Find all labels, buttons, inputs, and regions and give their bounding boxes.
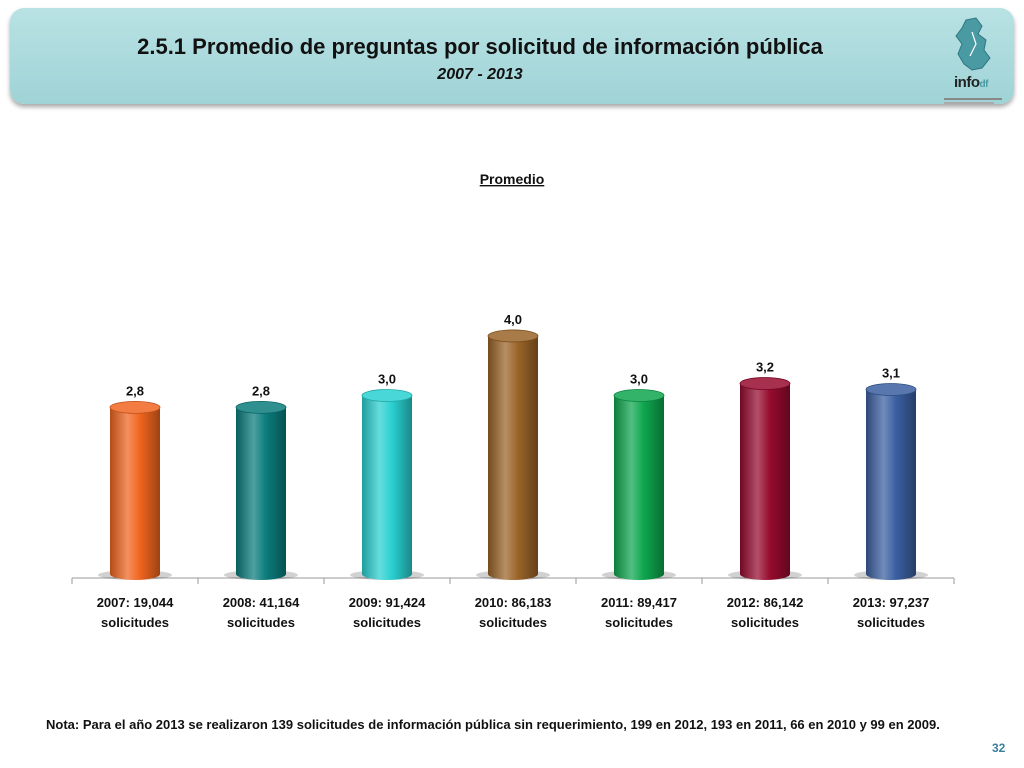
data-label: 2,8 bbox=[252, 383, 270, 398]
x-tick-label: solicitudes bbox=[479, 615, 547, 630]
bar bbox=[740, 384, 790, 580]
data-label: 3,0 bbox=[630, 371, 648, 386]
bar-cap bbox=[362, 389, 412, 401]
x-tick-label: 2011: 89,417 bbox=[601, 595, 677, 610]
footnote: Nota: Para el año 2013 se realizaron 139… bbox=[46, 715, 966, 735]
x-tick-label: 2007: 19,044 bbox=[97, 595, 174, 610]
bar-cap bbox=[236, 401, 286, 413]
bar bbox=[866, 390, 916, 580]
bar bbox=[362, 395, 412, 580]
page-number: 32 bbox=[992, 741, 1005, 755]
bar-chart: Promedio 2,8 2007: 19,044 solicitudes 2,8 20… bbox=[0, 0, 1024, 768]
bar-cap bbox=[614, 389, 664, 401]
bar bbox=[614, 395, 664, 580]
x-tick-label: solicitudes bbox=[227, 615, 295, 630]
chart-title: Promedio bbox=[480, 171, 545, 187]
x-tick-label: solicitudes bbox=[101, 615, 169, 630]
data-label: 2,8 bbox=[126, 383, 144, 398]
bar bbox=[110, 407, 160, 580]
bar-cap bbox=[740, 378, 790, 390]
data-label: 3,1 bbox=[882, 366, 900, 381]
x-tick-label: solicitudes bbox=[857, 615, 925, 630]
bar-cap bbox=[110, 401, 160, 413]
data-label: 4,0 bbox=[504, 312, 522, 327]
bar bbox=[236, 407, 286, 580]
x-tick-label: 2009: 91,424 bbox=[349, 595, 426, 610]
bar-cap bbox=[866, 384, 916, 396]
x-tick-label: 2013: 97,237 bbox=[853, 595, 930, 610]
x-tick-label: 2008: 41,164 bbox=[223, 595, 300, 610]
x-tick-label: 2010: 86,183 bbox=[475, 595, 552, 610]
x-tick-label: solicitudes bbox=[731, 615, 799, 630]
bar bbox=[488, 336, 538, 580]
x-tick-label: solicitudes bbox=[353, 615, 421, 630]
bar-cap bbox=[488, 330, 538, 342]
x-tick-label: solicitudes bbox=[605, 615, 673, 630]
data-label: 3,0 bbox=[378, 371, 396, 386]
x-tick-label: 2012: 86,142 bbox=[727, 595, 804, 610]
data-label: 3,2 bbox=[756, 360, 774, 375]
